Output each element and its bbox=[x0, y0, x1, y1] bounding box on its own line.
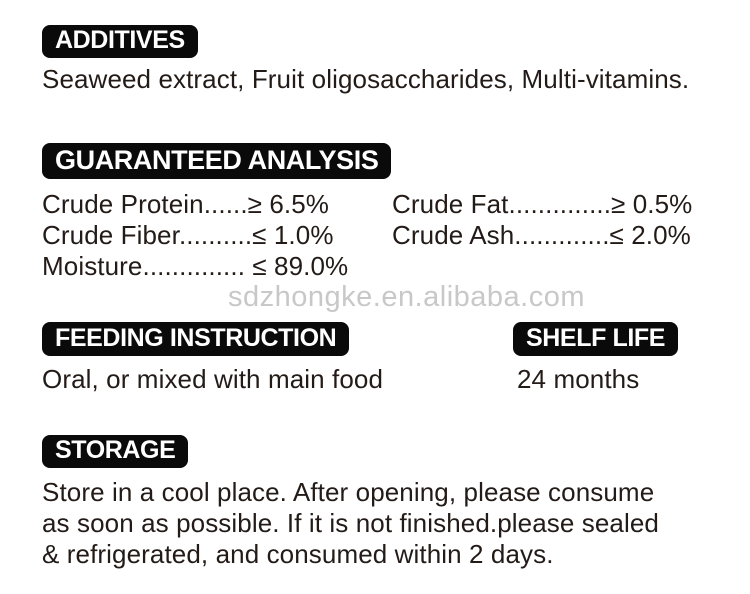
storage-line: & refrigerated, and consumed within 2 da… bbox=[42, 539, 554, 569]
guaranteed-analysis-right-column: Crude Fat..............≥ 0.5% Crude Ash.… bbox=[392, 189, 692, 251]
shelf-life-content: 24 months bbox=[517, 364, 640, 394]
analysis-row-crude-protein: Crude Protein......≥ 6.5% bbox=[42, 189, 330, 219]
feeding-instruction-section-title: FEEDING INSTRUCTION bbox=[55, 323, 337, 352]
analysis-row-crude-fiber: Crude Fiber..........≤ 1.0% bbox=[42, 220, 334, 250]
storage-line: Store in a cool place. After opening, pl… bbox=[42, 477, 655, 507]
storage-line: as soon as possible. If it is not finish… bbox=[42, 508, 659, 538]
feeding-instruction-content: Oral, or mixed with main food bbox=[42, 364, 384, 394]
guaranteed-analysis-left-column: Crude Protein......≥ 6.5% Crude Fiber...… bbox=[42, 189, 348, 282]
storage-section-badge: STORAGE bbox=[42, 435, 189, 468]
watermark-text: sdzhongke.en.alibaba.com bbox=[228, 281, 586, 313]
analysis-row-crude-fat: Crude Fat..............≥ 0.5% bbox=[392, 189, 693, 219]
guaranteed-analysis-section-title: GUARANTEED ANALYSIS bbox=[55, 144, 379, 175]
additives-section-title: ADDITIVES bbox=[55, 26, 185, 54]
feeding-instruction-section-badge: FEEDING INSTRUCTION bbox=[42, 322, 350, 356]
additives-section-badge: ADDITIVES bbox=[42, 25, 198, 58]
analysis-row-moisture: Moisture.............. ≤ 89.0% bbox=[42, 251, 349, 281]
shelf-life-section-badge: SHELF LIFE bbox=[513, 322, 679, 356]
analysis-row-crude-ash: Crude Ash.............≤ 2.0% bbox=[392, 220, 691, 250]
guaranteed-analysis-section-badge: GUARANTEED ANALYSIS bbox=[42, 143, 392, 179]
additives-content: Seaweed extract, Fruit oligosaccharides,… bbox=[42, 64, 690, 94]
storage-section-title: STORAGE bbox=[55, 436, 176, 464]
storage-content: Store in a cool place. After opening, pl… bbox=[42, 477, 659, 570]
shelf-life-section-title: SHELF LIFE bbox=[526, 323, 666, 352]
